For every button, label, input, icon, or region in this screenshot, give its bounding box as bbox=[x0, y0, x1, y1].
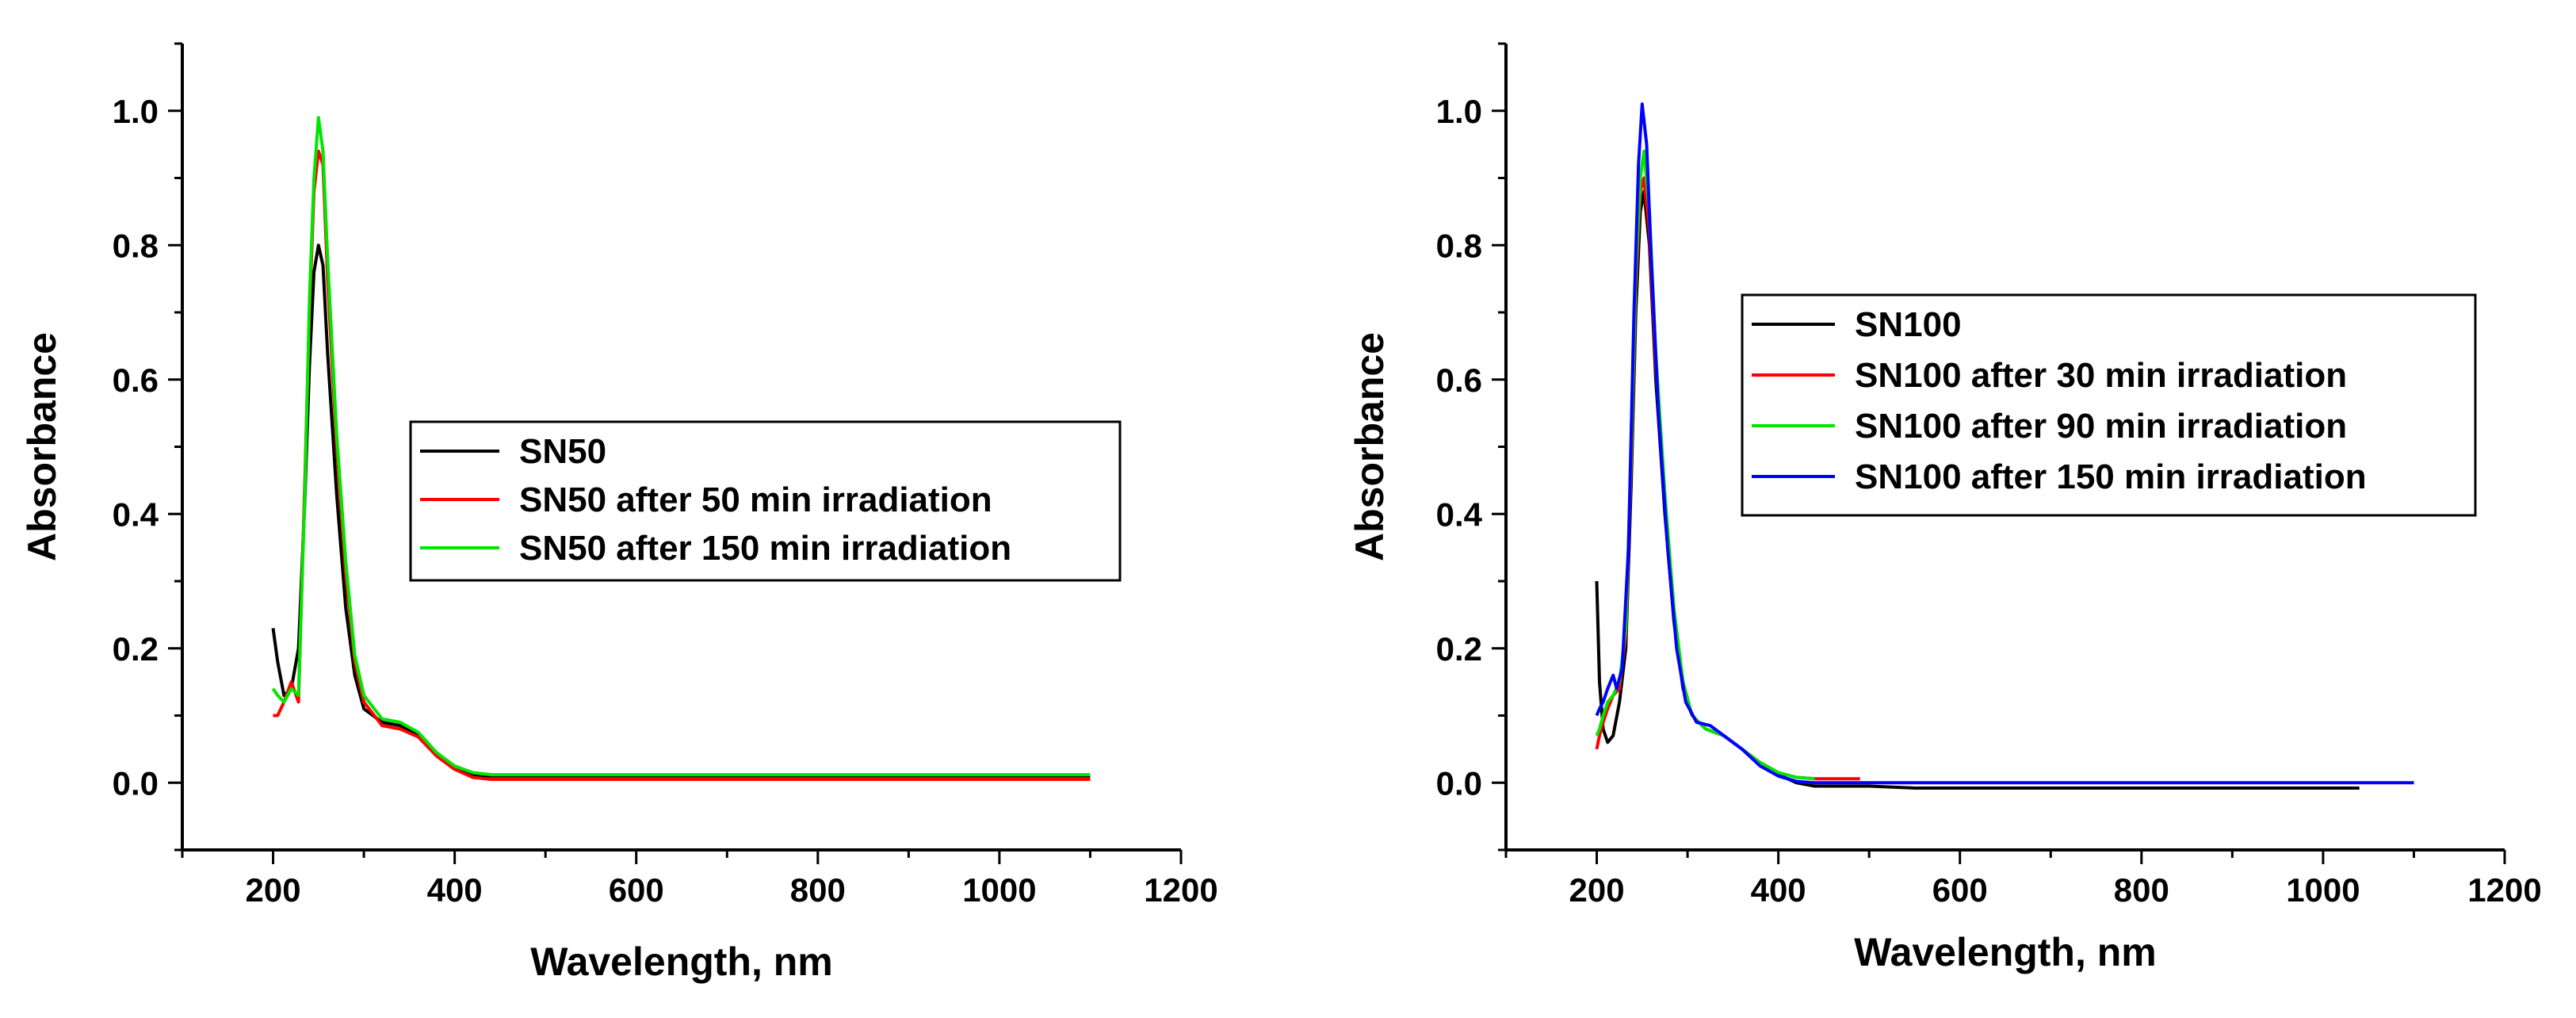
x-tick-label: 1000 bbox=[2286, 871, 2360, 909]
x-tick-label: 400 bbox=[427, 871, 483, 909]
legend-box bbox=[409, 420, 1122, 582]
x-tick-label: 800 bbox=[790, 871, 846, 909]
legend-entry: SN100 after 90 min irradiation bbox=[1855, 407, 2347, 446]
y-axis-title: Absorbance bbox=[20, 332, 64, 561]
x-tick-label: 600 bbox=[609, 871, 664, 909]
legend-entry: SN50 bbox=[519, 432, 606, 471]
x-axis-title: Wavelength, nm bbox=[1854, 930, 2157, 974]
y-tick-label: 0.8 bbox=[113, 227, 159, 264]
legend: SN100 SN100 after 30 min irradiation SN100… bbox=[1741, 293, 2477, 517]
legend-entry: SN100 bbox=[1855, 305, 1962, 344]
y-tick-label: 0.8 bbox=[1436, 227, 1482, 264]
x-tick-label: 800 bbox=[2114, 871, 2169, 909]
y-tick-label: 0.4 bbox=[113, 496, 159, 533]
y-tick-label: 0.0 bbox=[1436, 764, 1482, 802]
y-tick-label: 0.6 bbox=[1436, 362, 1482, 399]
y-tick-label: 1.0 bbox=[113, 93, 159, 130]
x-tick-label: 200 bbox=[1569, 871, 1625, 909]
x-tick-label: 400 bbox=[1751, 871, 1806, 909]
series-line-sn50-after-150-min-irradiation bbox=[271, 116, 1091, 777]
series-line-sn100-after-150-min-irradiation bbox=[1595, 102, 2414, 785]
x-tick-label: 600 bbox=[1932, 871, 1988, 909]
legend-box bbox=[1741, 293, 2477, 517]
y-tick-label: 0.6 bbox=[113, 362, 159, 399]
legend-entry: SN100 after 150 min irradiation bbox=[1855, 457, 2367, 496]
y-tick-label: 0.2 bbox=[1436, 630, 1482, 668]
y-tick-label: 0.4 bbox=[1436, 496, 1483, 533]
y-axis-title: Absorbance bbox=[1347, 332, 1392, 561]
x-axis-title: Wavelength, nm bbox=[530, 940, 833, 984]
legend-entry: SN50 after 150 min irradiation bbox=[519, 529, 1011, 568]
legend-entry: SN50 after 50 min irradiation bbox=[519, 480, 992, 519]
x-tick-label: 1200 bbox=[2467, 871, 2541, 909]
y-tick-label: 0.0 bbox=[113, 764, 159, 802]
x-tick-label: 1000 bbox=[962, 871, 1036, 909]
y-tick-label: 0.2 bbox=[113, 630, 159, 668]
y-tick-label: 1.0 bbox=[1436, 93, 1482, 130]
legend-entry: SN100 after 30 min irradiation bbox=[1855, 356, 2347, 395]
chart-sn100: 200 400 600 800 1000 1200 0.0 0.2 0.4 0.6 0.8 1.0 Wa… bbox=[1347, 42, 2542, 974]
chart-sn50: 200 400 600 800 1000 1200 0.0 0.2 0.4 0.6 0.8 1.0 Wa… bbox=[20, 42, 1218, 984]
legend: SN50 SN50 after 50 min irradiation SN50 af… bbox=[409, 420, 1122, 582]
x-tick-label: 1200 bbox=[1144, 871, 1217, 909]
x-tick-label: 200 bbox=[246, 871, 301, 909]
